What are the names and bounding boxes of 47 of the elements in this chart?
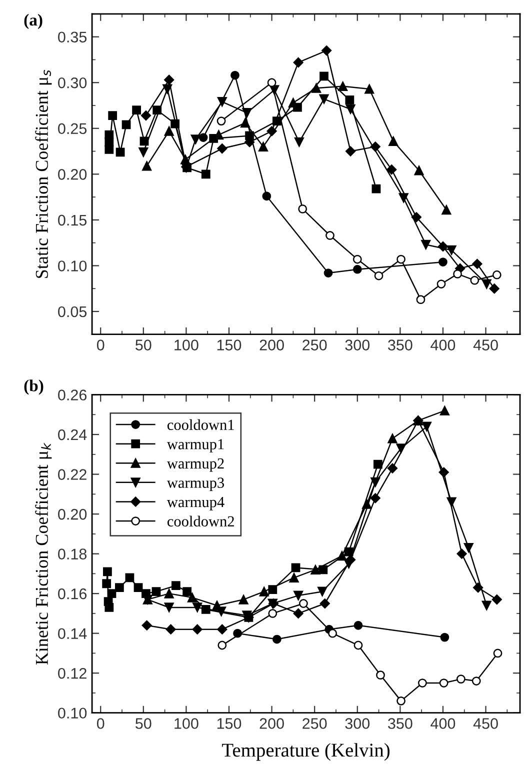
legend-label: cooldown1 (167, 419, 234, 430)
x-tick-label: 200 (260, 340, 284, 350)
y-tick-label: 0.10 (58, 708, 87, 719)
legend-label: cooldown2 (167, 516, 234, 527)
x-tick-label: 100 (174, 718, 198, 729)
x-tick-label: 300 (345, 340, 370, 350)
x-tick-label: 400 (430, 340, 456, 350)
x-tick-label: 150 (217, 340, 242, 350)
x-tick-label: 200 (260, 718, 284, 729)
x-tick-label: 350 (388, 718, 412, 729)
x-tick-label: 450 (473, 340, 498, 350)
x-tick-label: 100 (174, 340, 198, 350)
x-tick-label: 300 (345, 718, 370, 729)
chart-title: (a) (24, 14, 42, 30)
y-tick-label: 0.12 (58, 668, 86, 679)
x-tick-label: 450 (473, 718, 498, 729)
x-tick-label: 250 (302, 340, 327, 350)
y-tick-label: 0.26 (58, 390, 87, 400)
y-tick-label: 0.16 (58, 588, 87, 600)
x-tick-label: 50 (136, 718, 152, 729)
legend-label: warmup2 (166, 458, 224, 472)
x-tick-label: 350 (388, 340, 412, 350)
x-axis-title: Temperature (Kelvin) (222, 743, 390, 761)
chart-title: (b) (24, 380, 44, 395)
x-tick-label: 400 (430, 718, 456, 729)
y-tick-label: 0.15 (58, 214, 87, 226)
x-tick-label: 0 (96, 718, 104, 729)
y-tick-label: 0.30 (58, 77, 87, 88)
legend-label: warmup1 (166, 439, 224, 452)
y-axis-title: Static Friction Coefficient μ$_{s}$ (35, 70, 52, 278)
y-tick-label: 0.22 (58, 469, 86, 480)
y-tick-label: 0.25 (58, 123, 87, 134)
y-tick-label: 0.14 (58, 628, 87, 640)
y-tick-label: 0.20 (58, 508, 87, 520)
y-tick-label: 0.35 (58, 32, 87, 43)
legend-label: warmup4 (166, 497, 224, 510)
y-tick-label: 0.20 (58, 169, 87, 180)
y-tick-label: 0.24 (58, 429, 87, 440)
y-tick-label: 0.05 (58, 306, 87, 318)
y-axis-title: Kinetic Friction Coefficient μ$_{k}$ (35, 442, 52, 665)
x-tick-label: 0 (96, 340, 104, 350)
x-tick-label: 150 (217, 718, 242, 729)
y-tick-label: 0.18 (58, 548, 87, 560)
x-tick-label: 250 (302, 718, 327, 729)
y-tick-label: 0.10 (58, 260, 87, 272)
x-tick-label: 50 (136, 340, 152, 350)
legend-label: warmup3 (166, 478, 224, 492)
